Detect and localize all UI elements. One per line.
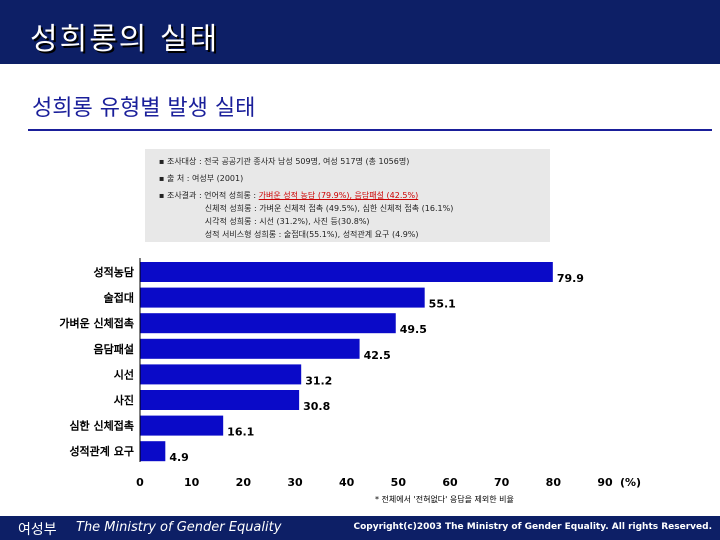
info-line-result-verbal: ▪ 조사결과 : 언어적 성희롱 : 가벼운 성적 농담 (79.9%), 음담…	[159, 191, 419, 200]
page-title: 성희롱의 실태	[30, 22, 220, 57]
x-tick-label: 20	[236, 476, 252, 489]
value-label: 30.8	[303, 400, 330, 413]
footer-copyright: Copyright(c)2003 The Ministry of Gender …	[353, 522, 712, 532]
survey-info-box: ▪ 조사대상 : 전국 공공기관 종사자 남성 509명, 여성 517명 (총…	[145, 149, 550, 242]
info-line-target: ▪ 조사대상 : 전국 공공기관 종사자 남성 509명, 여성 517명 (총…	[159, 157, 410, 166]
section-title: 성희롱 유형별 발생 실태	[32, 96, 256, 121]
chart-note: * 전체에서 '전혀없다' 응답을 제외한 비율	[375, 494, 514, 504]
category-label: 시선	[114, 367, 134, 381]
value-label: 55.1	[429, 298, 456, 311]
value-label: 49.5	[400, 323, 427, 336]
info-line-result-visual: 시각적 성희롱 : 시선 (31.2%), 사진 등(30.8%)	[159, 217, 370, 226]
bar	[140, 338, 360, 359]
info-highlight: 가벼운 성적 농담 (79.9%), 음담패설 (42.5%)	[258, 191, 419, 200]
x-tick-label: 0	[136, 476, 144, 489]
title-divider	[28, 129, 712, 131]
category-label: 음담패설	[94, 342, 134, 356]
x-tick-label: 50	[391, 476, 407, 489]
value-label: 31.2	[305, 374, 332, 387]
x-tick-label: 60	[442, 476, 458, 489]
category-label: 가벼운 신체접촉	[59, 316, 134, 330]
info-line-result-service: 성적 서비스형 성희롱 : 술접대(55.1%), 성적관계 요구 (4.9%)	[159, 230, 419, 239]
value-label: 79.9	[557, 272, 584, 285]
x-tick-label: 70	[494, 476, 510, 489]
value-label: 16.1	[227, 426, 254, 439]
category-label: 사진	[114, 393, 134, 407]
footer-band: 여성부 The Ministry of Gender Equality Copy…	[0, 516, 720, 540]
info-line-source: ▪ 출 처 : 여성부 (2001)	[159, 174, 244, 183]
x-axis-unit: (%)	[620, 476, 641, 489]
x-tick-label: 40	[339, 476, 355, 489]
bar	[140, 262, 553, 282]
x-tick-label: 30	[287, 476, 303, 489]
bar	[140, 313, 396, 334]
bar	[140, 287, 425, 308]
value-label: 4.9	[169, 451, 189, 464]
x-tick-label: 10	[184, 476, 200, 489]
bar	[140, 390, 300, 410]
footer-org-english: The Ministry of Gender Equality	[76, 520, 282, 535]
bar	[140, 415, 224, 436]
bar	[140, 364, 302, 385]
x-tick-label: 80	[546, 476, 562, 489]
x-tick-label: 90	[597, 476, 613, 489]
bar	[140, 441, 166, 462]
category-label: 심한 신체접촉	[69, 419, 134, 433]
category-label: 술접대	[104, 291, 134, 305]
footer-org: 여성부	[18, 522, 57, 538]
category-label: 성적관계 요구	[69, 444, 134, 458]
header-band: 성희롱의 실태	[0, 0, 720, 64]
bar-chart: 성적농담 79.9 술접대 55.1 가벼운 신체접촉 49.5 음담패설 42.5 시선 31.…	[59, 258, 641, 504]
value-label: 42.5	[364, 349, 391, 362]
info-line-result-physical: 신체적 성희롱 : 가벼운 신체적 접촉 (49.5%), 심한 신체적 접촉 …	[159, 204, 454, 213]
category-label: 성적농담	[94, 265, 134, 279]
